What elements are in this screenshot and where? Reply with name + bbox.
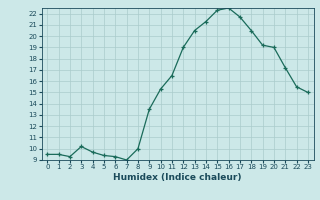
X-axis label: Humidex (Indice chaleur): Humidex (Indice chaleur): [113, 173, 242, 182]
